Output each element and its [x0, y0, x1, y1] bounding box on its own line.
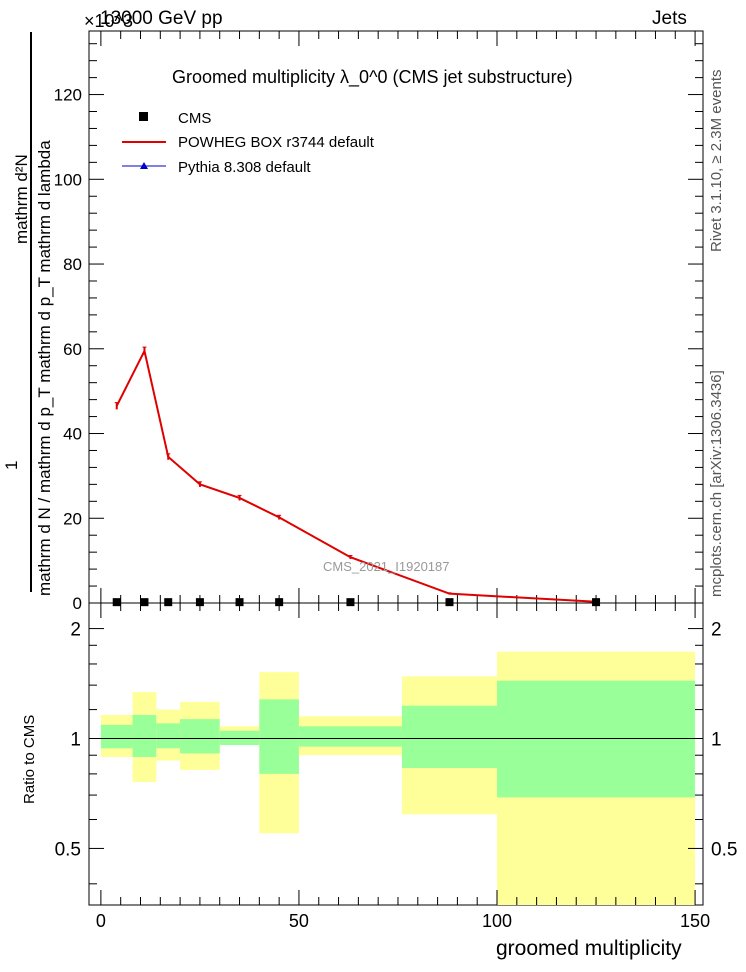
legend-pythia-marker [140, 162, 148, 169]
x-axis-label: groomed multiplicity [496, 937, 682, 960]
ratio-band-inner [298, 726, 402, 747]
ratio-plot-frame [88, 602, 704, 906]
legend-cms-label: CMS [178, 110, 211, 127]
y-tick-label: 100 [54, 170, 82, 189]
x-tick-label: 100 [482, 911, 512, 931]
legend: CMS POWHEG BOX r3744 default Pythia 8.30… [122, 110, 375, 176]
y-tick-label: 80 [63, 255, 82, 274]
cms-data-point [164, 598, 173, 607]
cms-data-point [275, 598, 284, 607]
cms-data-point [445, 598, 454, 607]
cms-data-point [195, 598, 204, 607]
ratio-band-inner [100, 724, 133, 749]
x-tick-label: 0 [96, 911, 106, 931]
y-axis-fraction-bar [30, 32, 32, 592]
cms-data-point [592, 598, 601, 607]
ratio-y-tick-label-right: 0.5 [711, 839, 737, 860]
cms-data-point [346, 598, 355, 607]
ratio-band-inner [259, 699, 299, 774]
x-tick-label: 50 [289, 911, 309, 931]
ratio-band-inner [401, 705, 498, 769]
y-tick-label: 120 [54, 86, 82, 105]
plot-title: Groomed multiplicity λ_0^0 (CMS jet subs… [172, 67, 573, 88]
cms-data-point [235, 598, 244, 607]
legend-cms-marker [139, 112, 148, 121]
ratio-band-inner [219, 730, 260, 745]
cms-data-point [112, 598, 121, 607]
ratio-band-inner [132, 714, 157, 757]
y-tick-label: 20 [63, 509, 82, 528]
y-tick-label: 0 [73, 594, 82, 613]
x-tick-label: 150 [680, 911, 710, 931]
ratio-y-tick-label-right: 1 [711, 730, 722, 751]
ratio-band-inner [180, 719, 220, 754]
ratio-y-tick-label: 1 [70, 730, 81, 751]
legend-powheg-label: POWHEG BOX r3744 default [178, 134, 375, 151]
header-energy: 13000 GeV pp [100, 8, 223, 29]
header-process: Jets [652, 8, 687, 29]
y-tick-label: 60 [63, 340, 82, 359]
cms-data-point [140, 598, 149, 607]
ratio-y-tick-label-right: 2 [711, 620, 722, 641]
ratio-band-inner [497, 680, 696, 798]
ratio-band-inner [156, 723, 181, 749]
ratio-y-tick-label: 2 [70, 620, 81, 641]
legend-pythia-label: Pythia 8.308 default [178, 159, 311, 176]
ratio-y-tick-label: 0.5 [55, 839, 81, 860]
y-multiplier: ×10^3 [84, 11, 133, 31]
y-tick-label: 40 [63, 425, 82, 444]
watermark: CMS_2021_I1920187 [323, 559, 450, 574]
